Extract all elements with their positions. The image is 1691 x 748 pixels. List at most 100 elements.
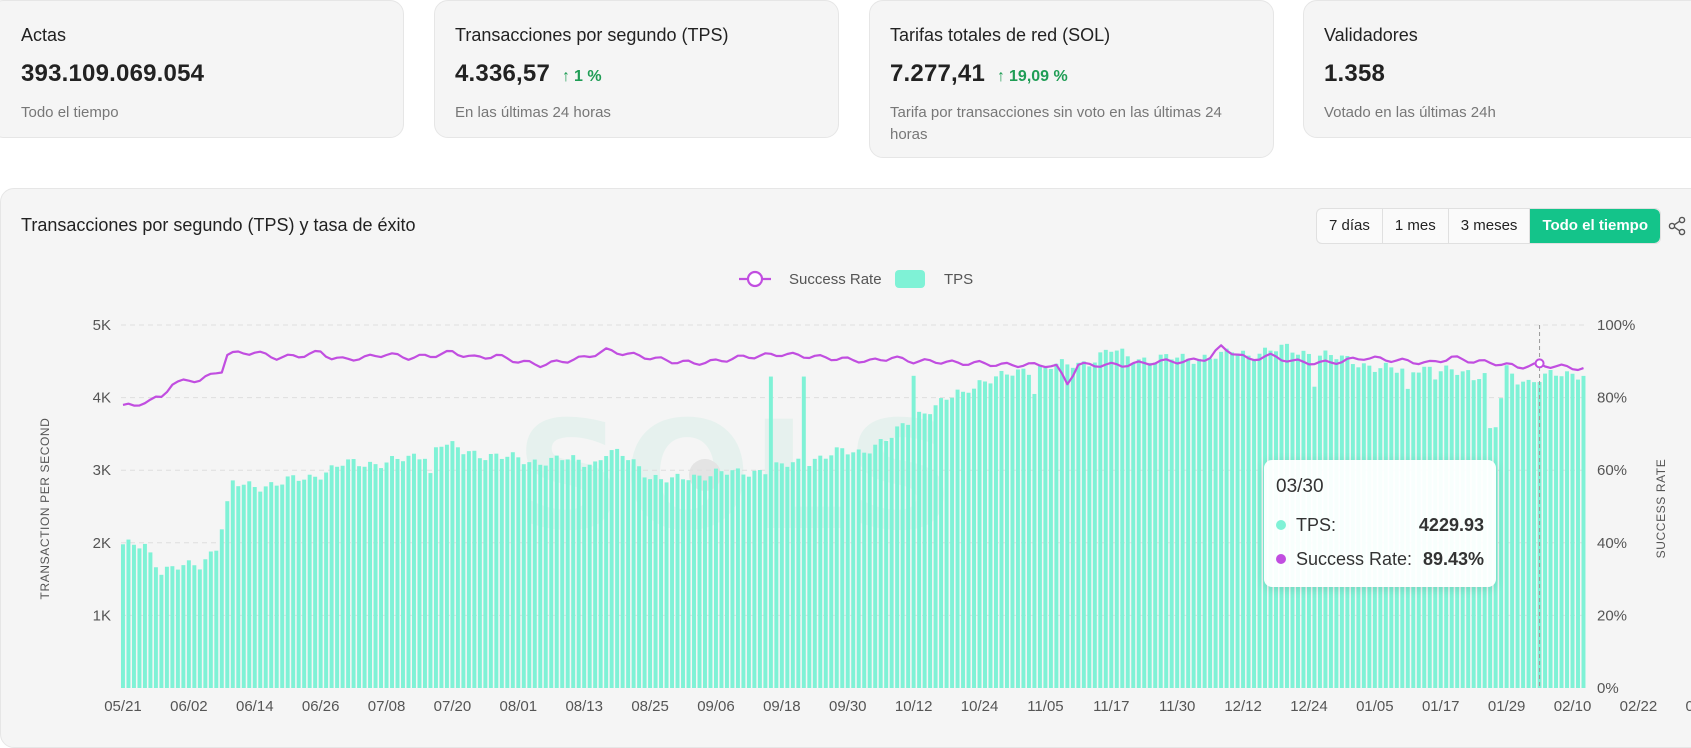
tps-bar xyxy=(1092,362,1097,688)
tps-bar xyxy=(1169,359,1174,688)
tps-bar xyxy=(1070,367,1075,688)
tps-bar xyxy=(703,480,707,688)
tps-chart: SOLS 1K 2K 3K 4K 5K 0% 20% 40% 60% 80% 100% 05/21 06… xyxy=(38,270,1691,715)
watermark: SOLS xyxy=(515,390,954,564)
tps-bar xyxy=(1521,381,1526,688)
tps-bar xyxy=(296,480,301,688)
tps-bar xyxy=(933,405,938,688)
tps-bar xyxy=(1565,371,1569,688)
tps-bar xyxy=(1098,352,1103,688)
y-right-tick-label: 20% xyxy=(1597,607,1627,624)
tps-bar xyxy=(450,441,455,688)
tps-bar xyxy=(818,455,823,688)
tps-bar xyxy=(675,473,680,688)
x-tick-label: 10/24 xyxy=(961,698,999,715)
tps-bar xyxy=(373,464,378,688)
tps-bar xyxy=(505,456,510,688)
x-tick-label: 02/22 xyxy=(1620,698,1658,715)
tps-bar xyxy=(708,476,713,688)
tps-bar xyxy=(867,453,872,688)
tps-bar xyxy=(664,482,669,688)
tps-bar xyxy=(1114,350,1119,688)
tps-bar xyxy=(428,473,433,688)
tps-bar xyxy=(659,479,664,688)
tps-bar xyxy=(241,484,246,688)
tps-bar xyxy=(351,459,356,688)
range-7-days-button[interactable]: 7 días xyxy=(1317,209,1383,243)
legend-success-marker xyxy=(746,270,764,288)
tps-bar xyxy=(131,544,136,688)
range-3-months-button[interactable]: 3 meses xyxy=(1449,209,1531,243)
tps-bar xyxy=(878,439,883,688)
x-tick-label: 10/12 xyxy=(895,698,933,715)
x-tick-label: 08/01 xyxy=(500,698,538,715)
tps-bar xyxy=(697,475,702,688)
tps-bar xyxy=(1554,375,1559,688)
legend-tps-label: TPS xyxy=(944,271,973,288)
tps-bar xyxy=(840,448,845,688)
tps-bar xyxy=(219,529,224,688)
tps-bar xyxy=(999,370,1004,688)
tps-bar xyxy=(911,375,916,688)
tps-bar xyxy=(549,457,554,688)
tps-bar xyxy=(543,465,548,688)
x-tick-label: 12/12 xyxy=(1224,698,1262,715)
tps-bar xyxy=(966,392,971,688)
x-tick-label: 11/05 xyxy=(1027,698,1063,715)
tps-bar xyxy=(1213,358,1218,688)
x-tick-label: 01/17 xyxy=(1422,698,1460,715)
tps-bar xyxy=(757,470,762,688)
tps-bar xyxy=(895,426,900,688)
tps-bar xyxy=(225,501,230,688)
arrow-up-icon: ↑ xyxy=(562,68,571,85)
tps-bar xyxy=(197,569,202,688)
tps-bar xyxy=(181,565,186,688)
x-tick-label: 09/30 xyxy=(829,698,867,715)
tps-bar xyxy=(774,462,779,688)
tps-bar xyxy=(587,464,592,688)
tps-bar xyxy=(648,479,653,688)
y-right-tick-label: 40% xyxy=(1597,535,1627,552)
tps-bar xyxy=(1175,357,1180,688)
x-tick-label: 01/29 xyxy=(1488,698,1526,715)
y-left-axis-title: TRANSACTION PER SECOND xyxy=(38,418,52,600)
x-tick-label: 06/26 xyxy=(302,698,340,715)
range-1-month-button[interactable]: 1 mes xyxy=(1383,209,1449,243)
tps-bar xyxy=(390,456,394,688)
tps-bar xyxy=(285,476,290,688)
tps-bar xyxy=(994,376,998,688)
tps-bar xyxy=(252,487,257,688)
tps-bar xyxy=(917,411,922,688)
tps-bar xyxy=(1499,398,1504,688)
tps-bar xyxy=(488,453,493,688)
y-left-tick-label: 3K xyxy=(93,462,111,479)
tps-bar xyxy=(763,474,768,688)
tps-bar xyxy=(812,458,817,688)
tps-bar xyxy=(477,458,482,688)
range-all-time-button[interactable]: Todo el tiempo xyxy=(1530,209,1660,243)
tps-bar xyxy=(164,566,169,688)
stat-label: Actas xyxy=(21,25,67,45)
tps-bar xyxy=(735,468,740,688)
x-tick-label: 09/18 xyxy=(763,698,801,715)
tps-bar xyxy=(329,465,334,688)
tps-bar xyxy=(1532,382,1537,688)
tps-bar xyxy=(346,459,351,688)
tps-bar xyxy=(955,389,960,688)
tps-bar xyxy=(1065,364,1070,688)
tps-bar xyxy=(950,397,955,688)
tps-bar xyxy=(214,550,219,688)
tps-bar xyxy=(1543,373,1548,688)
tps-bar xyxy=(851,452,856,688)
tps-bar xyxy=(466,451,471,688)
tps-bar xyxy=(192,565,197,688)
chart-tooltip: 03/30 TPS: 4229.93 Success Rate: 89.43% xyxy=(1264,460,1496,587)
stat-sub: Tarifa por transacciones sin voto en las… xyxy=(890,104,1222,143)
tps-bar xyxy=(1015,369,1020,688)
tps-bar xyxy=(1230,352,1235,688)
tps-bar xyxy=(324,472,329,688)
share-icon[interactable] xyxy=(1667,216,1687,236)
tps-bar xyxy=(845,454,850,688)
tps-bar xyxy=(713,468,718,688)
tps-bar xyxy=(203,559,208,688)
